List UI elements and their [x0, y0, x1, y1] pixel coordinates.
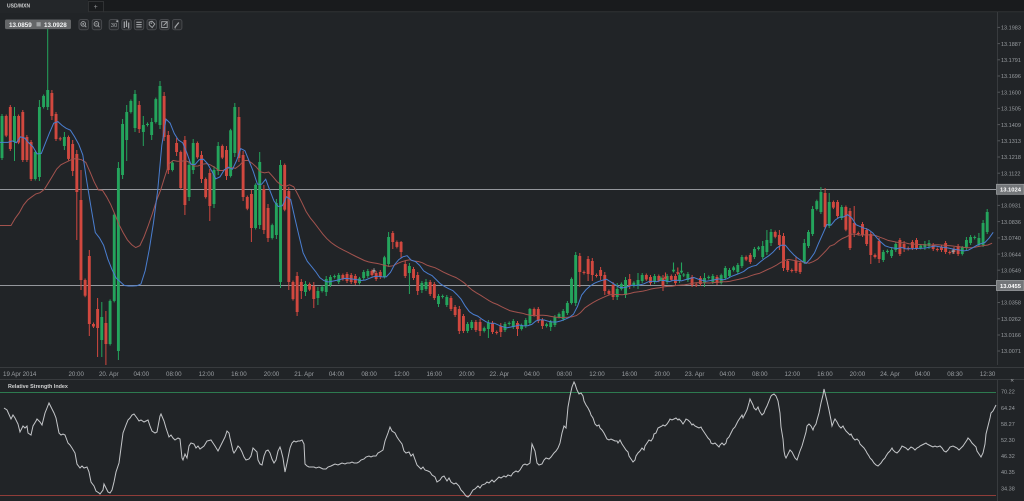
svg-text:16:00: 16:00	[231, 371, 247, 378]
svg-text:13.1024: 13.1024	[1000, 188, 1022, 194]
svg-text:13.0836: 13.0836	[1001, 220, 1021, 226]
svg-text:13.0549: 13.0549	[1001, 268, 1021, 274]
svg-text:08:00: 08:00	[361, 371, 377, 378]
svg-text:20:00: 20:00	[459, 371, 475, 378]
svg-text:13.0262: 13.0262	[1001, 317, 1021, 323]
svg-text:08:00: 08:00	[752, 371, 768, 378]
svg-text:04:00: 04:00	[329, 371, 345, 378]
svg-text:13.0166: 13.0166	[1001, 333, 1021, 339]
svg-text:13.0740: 13.0740	[1001, 236, 1021, 242]
svg-text:20:00: 20:00	[68, 371, 84, 378]
svg-text:04:00: 04:00	[915, 371, 931, 378]
svg-text:13.1887: 13.1887	[1001, 42, 1021, 48]
svg-text:24. Apr: 24. Apr	[880, 371, 900, 378]
svg-text:16:00: 16:00	[426, 371, 442, 378]
svg-text:08:00: 08:00	[166, 371, 182, 378]
svg-text:13.1218: 13.1218	[1001, 155, 1021, 161]
svg-text:Relative Strength Index: Relative Strength Index	[8, 384, 68, 390]
svg-text:46.32: 46.32	[1001, 454, 1015, 460]
svg-text:21. Apr: 21. Apr	[294, 371, 314, 378]
svg-text:23. Apr: 23. Apr	[685, 371, 705, 378]
svg-text:58.27: 58.27	[1001, 422, 1015, 428]
svg-text:22. Apr: 22. Apr	[489, 371, 509, 378]
svg-text:USD/MXN: USD/MXN	[7, 3, 30, 9]
svg-text:34.38: 34.38	[1001, 486, 1015, 492]
svg-text:16:00: 16:00	[622, 371, 638, 378]
svg-text:13.1983: 13.1983	[1001, 26, 1021, 32]
svg-text:12:00: 12:00	[589, 371, 605, 378]
svg-text:13.0859: 13.0859	[9, 22, 32, 29]
svg-text:13.1122: 13.1122	[1001, 171, 1020, 177]
svg-text:20. Apr: 20. Apr	[99, 371, 119, 378]
svg-text:20:00: 20:00	[264, 371, 280, 378]
svg-text:13.1505: 13.1505	[1001, 107, 1021, 113]
svg-text:52.30: 52.30	[1001, 438, 1015, 444]
svg-text:13.0644: 13.0644	[1001, 252, 1021, 258]
svg-text:13.1600: 13.1600	[1001, 90, 1021, 96]
svg-text:12:30: 12:30	[980, 371, 996, 378]
svg-text:13.1696: 13.1696	[1001, 74, 1021, 80]
svg-text:13.0928: 13.0928	[44, 22, 67, 29]
svg-text:13.0931: 13.0931	[1001, 204, 1021, 210]
svg-text:20:00: 20:00	[654, 371, 670, 378]
svg-text:04:00: 04:00	[524, 371, 540, 378]
svg-text:12:00: 12:00	[199, 371, 215, 378]
svg-text:04:00: 04:00	[134, 371, 150, 378]
svg-text:08:00: 08:00	[557, 371, 573, 378]
svg-text:13.0358: 13.0358	[1001, 301, 1021, 307]
svg-text:08:30: 08:30	[947, 371, 963, 378]
svg-text:64.24: 64.24	[1001, 406, 1015, 412]
svg-text:20:00: 20:00	[850, 371, 866, 378]
svg-text:12:00: 12:00	[785, 371, 801, 378]
svg-text:16:00: 16:00	[817, 371, 833, 378]
svg-text:19 Apr 2014: 19 Apr 2014	[3, 371, 37, 378]
svg-text:12:00: 12:00	[394, 371, 410, 378]
svg-text:13.1409: 13.1409	[1001, 123, 1021, 129]
svg-text:04:00: 04:00	[719, 371, 735, 378]
svg-text:13.1791: 13.1791	[1001, 58, 1021, 64]
svg-text:30: 30	[111, 23, 117, 29]
svg-text:13.0071: 13.0071	[1001, 349, 1021, 355]
svg-text:+: +	[94, 4, 98, 11]
svg-text:70.22: 70.22	[1001, 390, 1015, 396]
svg-text:13.0455: 13.0455	[1000, 284, 1022, 290]
svg-text:13.1313: 13.1313	[1001, 139, 1021, 145]
svg-text:40.35: 40.35	[1001, 470, 1015, 476]
svg-text:×: ×	[1010, 378, 1014, 385]
